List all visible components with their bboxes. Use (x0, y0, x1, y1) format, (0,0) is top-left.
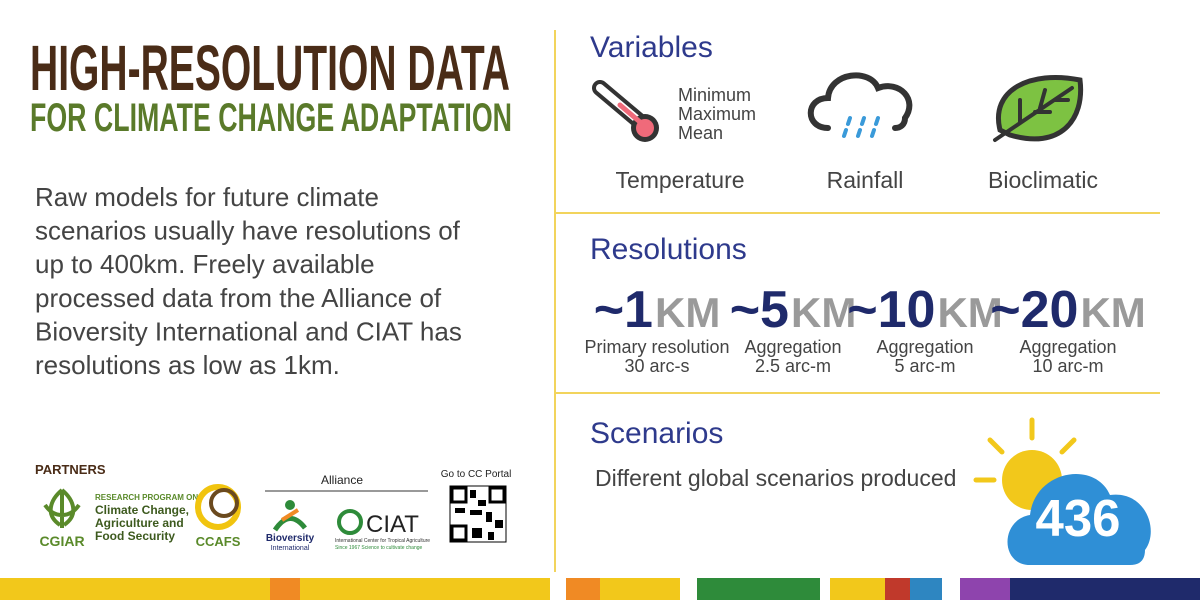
program-label: RESEARCH PROGRAM ON (95, 493, 198, 502)
description-line: resolutions as low as 1km. (35, 350, 340, 380)
rain-icon (807, 72, 913, 138)
ciat-tagline: Since 1967 Science to cultivate change (335, 545, 422, 551)
ccafs-logo (195, 484, 241, 530)
section-heading: Scenarios (590, 417, 723, 450)
title-line1: HIGH-RESOLUTION DATA (30, 32, 510, 104)
resolution-number: ~10 (847, 281, 935, 339)
description-line: up to 400km. Freely available (35, 249, 375, 279)
description-line: scenarios usually have resolutions of (35, 216, 461, 246)
temperature-stat: Minimum (678, 85, 751, 105)
cgiar: CGIAR (39, 533, 84, 549)
resolution-unit: KM (791, 289, 856, 336)
resolution-detail: 10 arc-m (1032, 356, 1103, 376)
resolution-number: ~5 (730, 281, 789, 339)
alliance: Alliance (321, 473, 363, 487)
section-heading: Resolutions (590, 233, 747, 266)
ciat-name: International Center for Tropical Agricu… (335, 538, 430, 544)
resolution-unit: KM (937, 289, 1002, 336)
resolution-value: ~10KM (847, 281, 1003, 339)
resolution-detail: 5 arc-m (894, 356, 955, 376)
variable-label: Temperature (615, 167, 744, 193)
description-line: Bioversity International and CIAT has (35, 316, 462, 346)
description-line: Raw models for future climate (35, 182, 379, 212)
resolution-detail: 2.5 arc-m (755, 356, 831, 376)
section-heading: Variables (590, 31, 713, 64)
resolution-label: Primary resolution (584, 337, 729, 357)
ciat: CIAT (366, 511, 419, 538)
cgiar-logo (43, 488, 81, 528)
qr-code (449, 485, 507, 543)
resolution-label: Aggregation (1019, 337, 1116, 357)
bioversity: Bioversity (266, 533, 315, 544)
resolution-number: ~1 (594, 281, 653, 339)
resolution-value: ~1KM (594, 281, 721, 339)
partners-heading: PARTNERS (35, 462, 106, 477)
resolution-label: Aggregation (744, 337, 841, 357)
program-name: Food Security (95, 529, 175, 543)
color-strip (0, 578, 1200, 600)
sun-cloud-icon (973, 417, 1151, 565)
bioversity: International (271, 545, 310, 552)
program-name: Climate Change, (95, 503, 189, 517)
description: Raw models for future climate scenarios u… (35, 182, 462, 380)
description-line: processed data from the Alliance of (35, 283, 442, 313)
scenarios-count: 436 (1036, 490, 1121, 548)
resolution-number: ~20 (990, 281, 1078, 339)
resolution-unit: KM (1080, 289, 1145, 336)
scenarios-text: Different global scenarios produced (595, 465, 956, 491)
program-name: Agriculture and (95, 516, 184, 530)
variable-label: Bioclimatic (988, 167, 1098, 193)
resolution-detail: 30 arc-s (624, 356, 689, 376)
bioversity-logo (272, 500, 307, 532)
leaf-icon (993, 74, 1084, 142)
thermometer-icon (592, 80, 659, 142)
resolution-value: ~5KM (730, 281, 857, 339)
temperature-stat: Maximum (678, 104, 756, 124)
resolution-unit: KM (655, 289, 720, 336)
ciat-logo (337, 509, 363, 535)
variable-label: Rainfall (827, 167, 904, 193)
temperature-stat: Mean (678, 123, 723, 143)
ccafs: CCAFS (196, 534, 241, 549)
resolution-value: ~20KM (990, 281, 1146, 339)
portal-label: Go to CC Portal (441, 469, 512, 480)
resolution-label: Aggregation (876, 337, 973, 357)
title-line2: FOR CLIMATE CHANGE ADAPTATION (30, 96, 512, 140)
